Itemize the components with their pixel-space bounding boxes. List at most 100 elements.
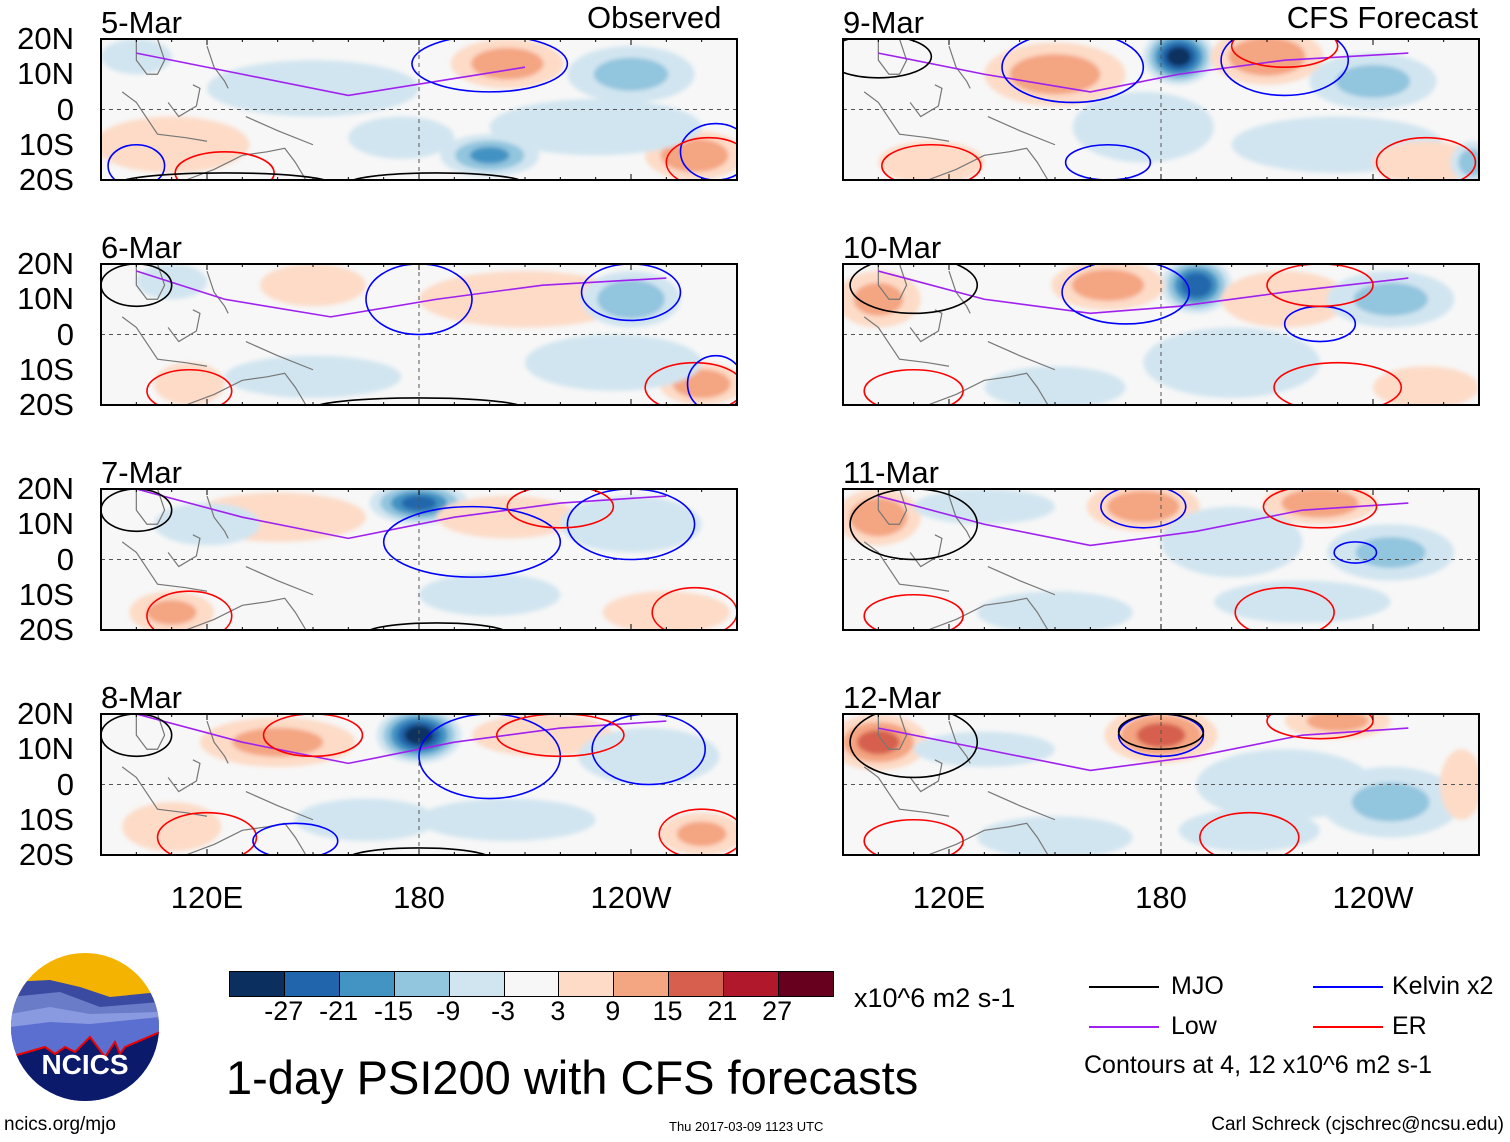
panel-date: 12-Mar	[843, 680, 941, 715]
panel-date: 9-Mar	[843, 5, 924, 40]
anomaly-shade	[1335, 64, 1411, 98]
anomaly-shade	[1373, 366, 1479, 405]
er-contour	[863, 818, 964, 855]
anomaly-shade	[260, 264, 366, 307]
colorbar-swatch	[393, 972, 449, 996]
er-contour	[863, 368, 964, 405]
colorbar-swatch	[778, 972, 833, 996]
anomaly-shade	[1355, 536, 1426, 568]
er-contour	[658, 808, 737, 855]
anomaly-shade	[602, 591, 730, 630]
coastline	[863, 766, 950, 817]
coastline	[863, 316, 950, 367]
lat-label: 20S	[18, 162, 74, 197]
coastline	[245, 116, 314, 146]
lat-label: 10N	[17, 281, 74, 317]
anomaly-shade	[984, 366, 1126, 405]
anomaly-shade	[419, 798, 596, 841]
coastline	[185, 822, 307, 855]
er-contour	[665, 136, 737, 180]
panel-date: 10-Mar	[843, 230, 941, 265]
kelvin-contour	[382, 505, 562, 578]
lat-label: 0	[56, 316, 74, 352]
er-contour	[146, 590, 233, 630]
anomaly-shade	[489, 98, 702, 156]
colorbar-tick: 21	[707, 996, 738, 1026]
legend-er: ER	[1392, 1012, 1427, 1040]
er-contour	[156, 811, 258, 855]
coastline	[185, 372, 307, 405]
panel-9-Mar: 9-Mar	[842, 5, 1480, 181]
anomaly-shade	[676, 821, 727, 847]
mjo-contour	[351, 172, 523, 180]
kelvin-contour	[566, 489, 696, 561]
kelvin-contour	[1001, 39, 1145, 104]
colorbar-tick: -15	[373, 996, 413, 1026]
coastline	[863, 541, 950, 592]
er-contour	[174, 151, 275, 180]
anomaly-shade	[1166, 46, 1191, 67]
kelvin-contour	[1100, 489, 1187, 529]
panel-8-Mar: 8-Mar	[100, 680, 738, 856]
colorbar	[229, 971, 834, 997]
kelvin-contour	[1220, 39, 1350, 97]
coastline	[927, 372, 1049, 405]
coastline	[135, 264, 166, 300]
legend-mjo: MJO	[1171, 972, 1224, 1000]
panel-7-Mar: 7-Mar	[100, 455, 738, 631]
lat-label: 20N	[17, 696, 74, 731]
lat-label: 10S	[18, 801, 74, 837]
low-contour	[878, 52, 1409, 93]
colorbar-swatch	[723, 972, 779, 996]
lat-label: 10S	[18, 351, 74, 387]
er-contour	[1199, 811, 1300, 855]
coastline	[987, 341, 1056, 371]
coastline	[135, 714, 166, 750]
lat-label: 20S	[18, 837, 74, 872]
lat-label: 20N	[17, 471, 74, 506]
panel-date: 7-Mar	[101, 455, 182, 490]
mjo-contour	[368, 622, 506, 630]
coastline	[135, 39, 166, 75]
lat-label: 0	[56, 541, 74, 577]
anomaly-shade	[1107, 490, 1180, 523]
coastline	[987, 116, 1056, 146]
mjo-contour	[101, 489, 173, 533]
kelvin-contour	[1064, 143, 1152, 180]
kelvin-contour	[252, 822, 339, 855]
kelvin-contour	[686, 354, 737, 405]
anomaly-shade	[295, 798, 437, 841]
anomaly-shade	[419, 271, 631, 328]
low-contour	[878, 495, 1409, 547]
kelvin-contour	[365, 264, 473, 336]
anomaly-shade	[578, 728, 720, 785]
observed-header: Observed	[587, 0, 722, 35]
contour-note: Contours at 4, 12 x10^6 m2 s-1	[1084, 1051, 1433, 1079]
coastline	[167, 759, 201, 793]
er-contour	[644, 361, 737, 405]
lon-label: 120E	[170, 880, 244, 915]
mjo-contour	[122, 172, 328, 180]
er-contour	[495, 714, 625, 758]
er-contour	[1266, 264, 1374, 308]
lat-label: 20S	[18, 612, 74, 647]
coastline	[877, 489, 908, 525]
lat-label: 10S	[18, 576, 74, 612]
colorbar-tick: 27	[762, 996, 793, 1026]
coastline	[167, 84, 201, 118]
coastline	[863, 91, 950, 142]
anomaly-shade	[1281, 489, 1359, 518]
panel-12-Mar: 12-Mar	[842, 680, 1480, 856]
legend-kelvin: Kelvin x2	[1392, 972, 1494, 1000]
low-contour	[136, 714, 667, 765]
coastline	[948, 495, 971, 539]
colorbar-tick: 3	[550, 996, 566, 1026]
coastline	[909, 534, 943, 568]
coastline	[909, 759, 943, 793]
colorbar-units: x10^6 m2 s-1	[854, 983, 1016, 1013]
er-line	[1313, 1026, 1383, 1028]
anomaly-shade	[597, 280, 665, 319]
coastline	[245, 341, 314, 371]
footer-url[interactable]: ncics.org/mjo	[4, 1114, 116, 1135]
